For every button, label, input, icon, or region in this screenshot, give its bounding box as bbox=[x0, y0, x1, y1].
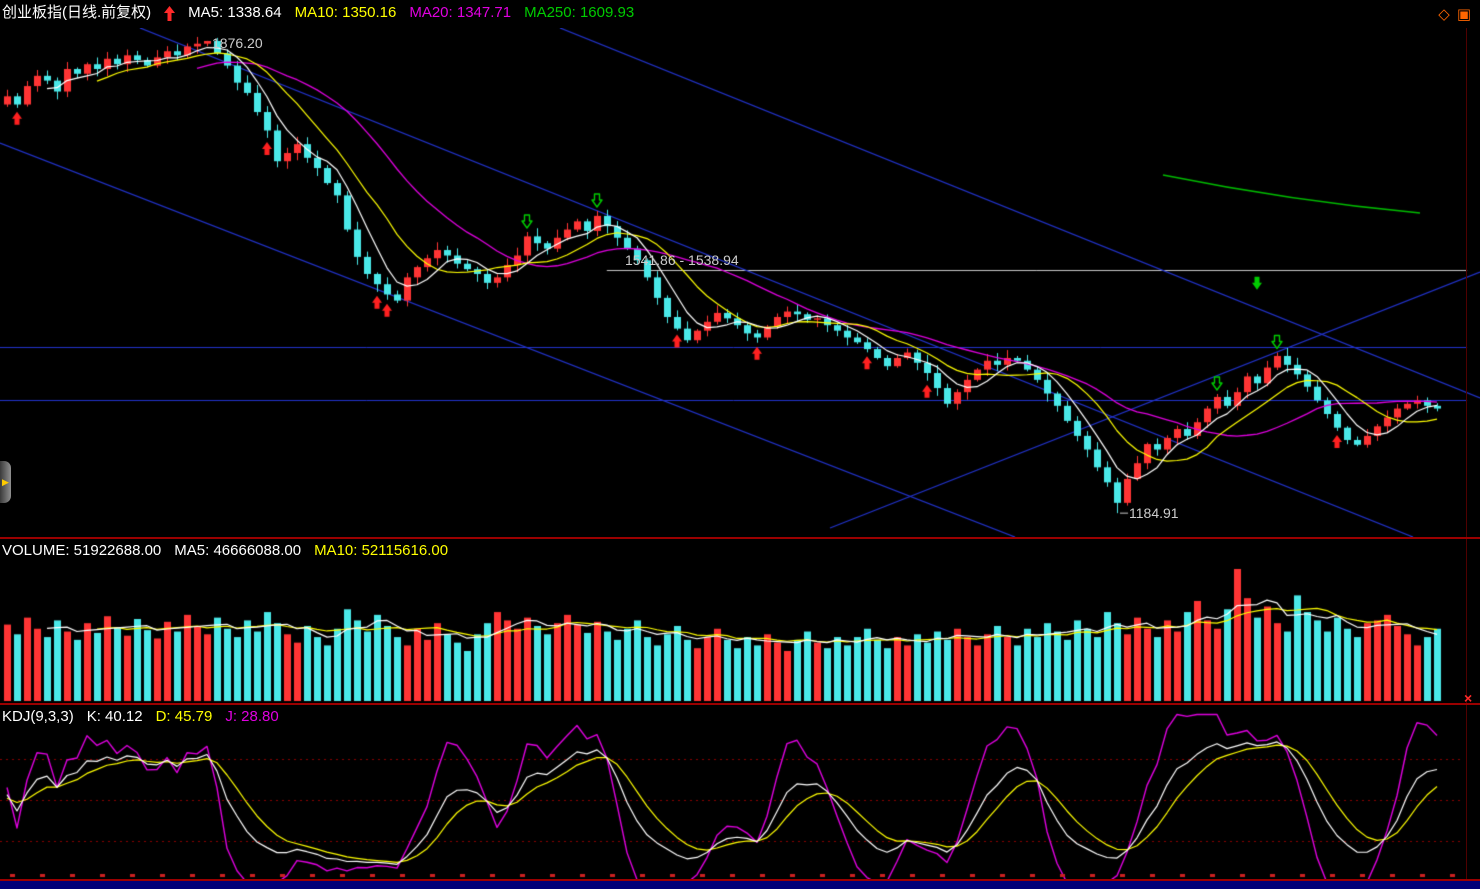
volume-ma5-value: MA5: 46666088.00 bbox=[174, 542, 302, 559]
volume-chart[interactable] bbox=[0, 539, 1480, 703]
volume-ma10-value: MA10: 52115616.00 bbox=[314, 542, 449, 559]
kdj-chart[interactable] bbox=[0, 705, 1480, 879]
ma250-value: MA250: 1609.93 bbox=[524, 4, 635, 21]
main-chart-header: 创业板指(日线.前复权) MA5: 1338.64 MA10: 1350.16 … bbox=[2, 4, 634, 22]
volume-value: VOLUME: 51922688.00 bbox=[2, 542, 162, 559]
diamond-icon[interactable]: ◇ bbox=[1438, 6, 1450, 23]
kdj-j-value: J: 28.80 bbox=[225, 708, 279, 725]
kdj-name: KDJ(9,3,3) bbox=[2, 708, 74, 725]
ma5-value: MA5: 1338.64 bbox=[188, 4, 282, 21]
window-icon[interactable]: ▣ bbox=[1456, 6, 1471, 23]
kdj-header: KDJ(9,3,3) K: 40.12 D: 45.79 J: 28.80 bbox=[2, 708, 279, 726]
bottom-edge-bar bbox=[0, 881, 1480, 889]
sidebar-expand-handle[interactable]: ▶ bbox=[0, 461, 11, 503]
up-arrow-icon bbox=[164, 5, 176, 21]
chart-title: 创业板指(日线.前复权) bbox=[2, 4, 152, 21]
expand-arrow-icon: ▶ bbox=[2, 476, 9, 487]
panel-separator-3 bbox=[0, 879, 1480, 881]
main-price-chart[interactable] bbox=[0, 28, 1480, 537]
panel-separator-2 bbox=[0, 703, 1480, 705]
indicator-close-icon[interactable]: × bbox=[1464, 690, 1473, 706]
kdj-d-value: D: 45.79 bbox=[155, 708, 213, 725]
kdj-k-value: K: 40.12 bbox=[86, 708, 143, 725]
ma10-value: MA10: 1350.16 bbox=[294, 4, 397, 21]
ma20-value: MA20: 1347.71 bbox=[409, 4, 512, 21]
panel-separator-1 bbox=[0, 537, 1480, 539]
header-icons: ◇ ▣ bbox=[1438, 5, 1471, 23]
panel-right-border bbox=[1466, 28, 1467, 879]
volume-header: VOLUME: 51922688.00 MA5: 46666088.00 MA1… bbox=[2, 542, 448, 560]
